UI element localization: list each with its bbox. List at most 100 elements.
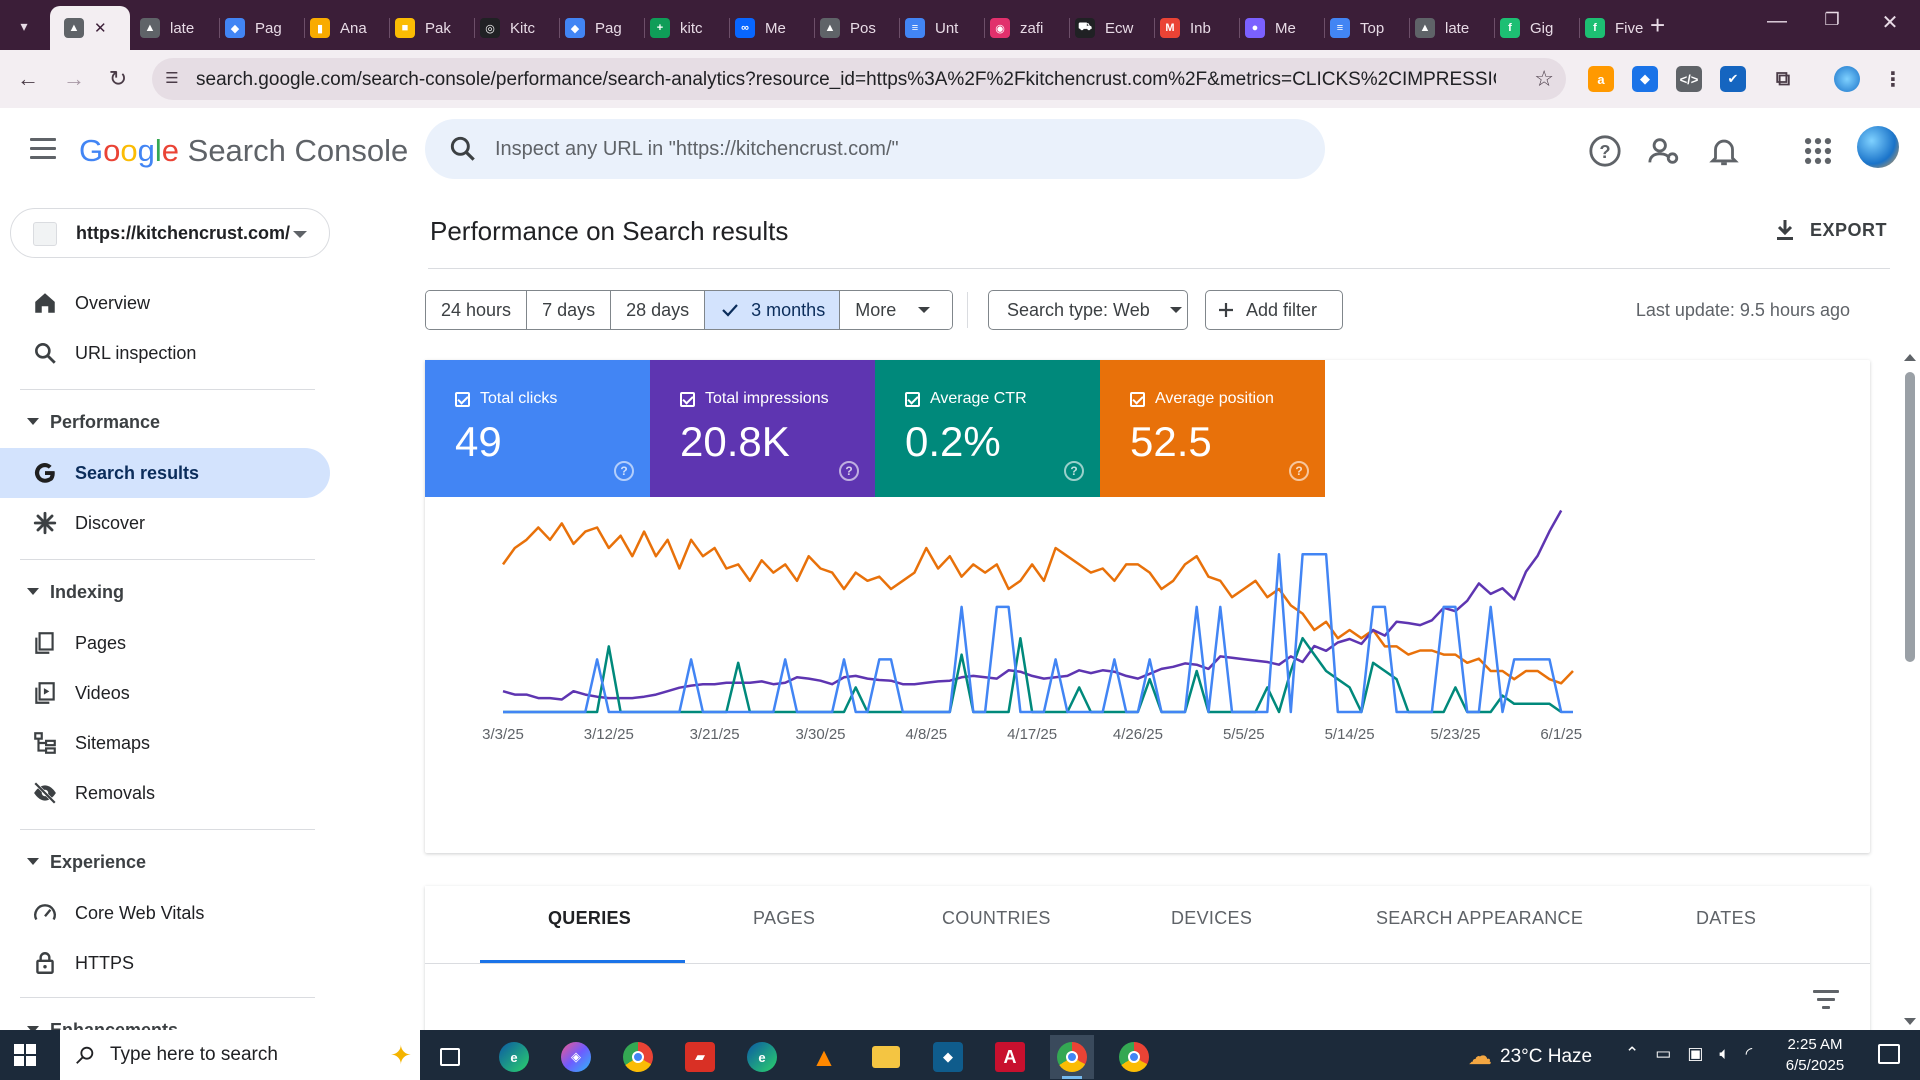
browser-tab[interactable]: f Five (1585, 10, 1643, 46)
google-apps-grid-icon[interactable] (1801, 134, 1835, 168)
taskbar-search-box[interactable]: Type here to search ✦ (60, 1030, 420, 1080)
sidebar-section-enhancements[interactable]: Enhancements (0, 1010, 330, 1030)
browser-tab[interactable]: ≡ Unt (905, 10, 958, 46)
sidebar-item-overview[interactable]: Overview (0, 278, 330, 328)
browser-menu-icon[interactable]: ⋮ (1883, 68, 1903, 91)
metric-card-average-position[interactable]: Average position 52.5 ? (1100, 360, 1325, 497)
help-icon[interactable]: ? (1289, 461, 1309, 481)
metric-card-average-ctr[interactable]: Average CTR 0.2% ? (875, 360, 1100, 497)
notifications-bell-icon[interactable] (1707, 134, 1741, 168)
tab-active-search-console[interactable]: ▲ ✕ (50, 6, 130, 50)
browser-tab[interactable]: ◉ zafi (990, 10, 1043, 46)
wifi-icon[interactable]: ◜ (1745, 1044, 1753, 1063)
search-type-dropdown[interactable]: Search type: Web (988, 290, 1188, 330)
tab-search-appearance[interactable]: SEARCH APPEARANCE (1376, 908, 1584, 928)
address-bar[interactable]: ☰ search.google.com/search-console/perfo… (152, 58, 1566, 100)
vlc-icon[interactable]: ▲ (811, 1041, 837, 1072)
browser-tab[interactable]: M Inb (1160, 10, 1211, 46)
battery-icon[interactable]: ▭ (1655, 1044, 1672, 1063)
sidebar-item-search-results[interactable]: Search results (0, 448, 330, 498)
inspect-url-input[interactable] (495, 133, 1295, 165)
site-info-tune-icon[interactable]: ☰ (165, 70, 179, 87)
property-selector[interactable]: https://kitchencrust.com/ (10, 208, 330, 258)
forward-arrow-icon[interactable]: → (63, 66, 85, 91)
tab-queries[interactable]: QUERIES (548, 908, 632, 928)
tab-close-icon[interactable]: ✕ (94, 20, 107, 37)
tab-dates[interactable]: DATES (1696, 908, 1757, 928)
tab-search-chevron-icon[interactable]: ▾ (20, 17, 28, 34)
scroll-up-arrow-icon[interactable] (1904, 354, 1916, 361)
bookmark-star-icon[interactable]: ☆ (1534, 66, 1554, 91)
app-red-flag-icon[interactable]: ▰ (678, 1035, 722, 1079)
sidebar-item-discover[interactable]: Discover (0, 498, 330, 548)
tab-devices[interactable]: DEVICES (1171, 908, 1253, 928)
sidebar-item-removals[interactable]: Removals (0, 768, 330, 818)
windows-start-icon[interactable] (14, 1044, 36, 1066)
sidebar-item-videos[interactable]: Videos (0, 668, 330, 718)
browser-tab[interactable]: ▲ late (1415, 10, 1469, 46)
close-window-icon[interactable]: ✕ (1881, 12, 1899, 34)
sidebar-item-https[interactable]: HTTPS (0, 938, 330, 988)
new-tab-plus-icon[interactable]: + (1650, 10, 1666, 40)
browser-tab[interactable]: ■ Pak (395, 10, 451, 46)
help-icon[interactable]: ? (1064, 461, 1084, 481)
task-view-icon[interactable] (428, 1035, 472, 1079)
restore-window-icon[interactable]: ❐ (1824, 10, 1840, 29)
metric-card-total-impressions[interactable]: Total impressions 20.8K ? (650, 360, 875, 497)
edge-browser-icon[interactable]: e (492, 1035, 536, 1079)
chrome-profile-icon[interactable] (1112, 1035, 1156, 1079)
sidebar-section-performance[interactable]: Performance (0, 402, 330, 442)
browser-tab[interactable]: ▮ Ana (310, 10, 367, 46)
browser-tab[interactable]: ◆ Pag (225, 10, 282, 46)
sidebar-item-url-inspection[interactable]: URL inspection (0, 328, 330, 378)
browser-tab[interactable]: ● Me (1245, 10, 1296, 46)
browser-tab[interactable]: ◆ Pag (565, 10, 622, 46)
range-28-days-button[interactable]: 28 days (611, 291, 706, 329)
range-7-days-button[interactable]: 7 days (527, 291, 612, 329)
reload-icon[interactable]: ↻ (108, 66, 128, 91)
filter-rows-icon[interactable] (1813, 990, 1839, 1010)
meet-now-icon[interactable]: ▣ (1687, 1044, 1704, 1063)
browser-tab[interactable]: ▲ late (140, 10, 194, 46)
sidebar-section-indexing[interactable]: Indexing (0, 572, 330, 612)
profile-avatar[interactable] (1834, 66, 1860, 92)
add-filter-button[interactable]: Add filter (1205, 290, 1343, 330)
performance-line-chart[interactable]: 3/3/25 3/12/25 3/21/25 3/30/25 4/8/25 4/17/25… (425, 497, 1870, 853)
help-icon[interactable]: ? (614, 461, 634, 481)
file-explorer-icon[interactable] (864, 1035, 908, 1079)
sidebar-item-pages[interactable]: Pages (0, 618, 330, 668)
sidebar-section-experience[interactable]: Experience (0, 842, 330, 882)
help-icon[interactable]: ? (839, 461, 859, 481)
help-icon[interactable]: ? (1588, 134, 1622, 168)
back-arrow-icon[interactable]: ← (17, 66, 39, 91)
weather-widget[interactable]: ☁ 23°C Haze (1468, 1042, 1592, 1071)
minimize-window-icon[interactable]: — (1767, 10, 1787, 32)
scroll-down-arrow-icon[interactable] (1904, 1018, 1916, 1025)
url-inspect-search-bar[interactable] (425, 119, 1325, 179)
metric-card-total-clicks[interactable]: Total clicks 49 ? (425, 360, 650, 497)
browser-tab[interactable]: ◎ Kitc (480, 10, 535, 46)
tab-pages[interactable]: PAGES (753, 908, 816, 928)
page-scrollbar[interactable] (1900, 350, 1920, 1030)
account-avatar[interactable] (1857, 126, 1899, 168)
browser-tab[interactable]: ▲ Pos (820, 10, 876, 46)
taskbar-clock[interactable]: 2:25 AM 6/5/2025 (1770, 1034, 1860, 1076)
sidebar-item-sitemaps[interactable]: Sitemaps (0, 718, 330, 768)
amazon-extension-icon[interactable]: a (1588, 66, 1614, 92)
export-button[interactable]: EXPORT (1774, 214, 1887, 246)
range-3-months-button[interactable]: 3 months (705, 291, 841, 329)
copilot-icon[interactable]: ◈ (554, 1035, 598, 1079)
show-hidden-icons-chevron-icon[interactable]: ⌃ (1625, 1044, 1640, 1063)
notification-center-icon[interactable] (1878, 1044, 1900, 1064)
main-menu-icon[interactable] (30, 138, 56, 160)
browser-tab[interactable]: ∞ Me (735, 10, 786, 46)
chrome-icon[interactable] (616, 1035, 660, 1079)
chrome-profile-active-icon[interactable] (1050, 1035, 1094, 1079)
manage-users-icon[interactable] (1647, 134, 1681, 168)
browser-tab[interactable]: ≡ Top (1330, 10, 1384, 46)
url-text[interactable]: search.google.com/search-console/perform… (196, 69, 1496, 90)
range-24-hours-button[interactable]: 24 hours (426, 291, 528, 329)
autocad-icon[interactable]: A (988, 1035, 1032, 1079)
browser-tab[interactable]: ⛟ Ecw (1075, 10, 1133, 46)
code-extension-icon[interactable]: </> (1676, 66, 1702, 92)
